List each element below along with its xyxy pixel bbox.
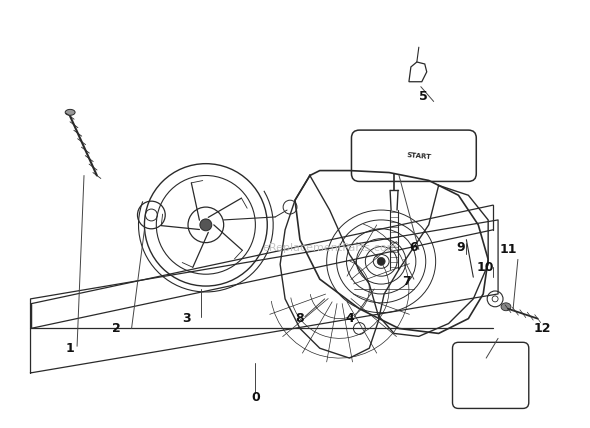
Ellipse shape — [65, 110, 75, 115]
Text: 10: 10 — [477, 261, 494, 274]
Circle shape — [200, 219, 212, 231]
Text: 11: 11 — [499, 243, 517, 256]
Text: 5: 5 — [419, 90, 428, 103]
Text: 12: 12 — [534, 322, 552, 335]
Text: 1: 1 — [65, 342, 74, 355]
Circle shape — [377, 257, 385, 265]
Text: eReplacementParts.com: eReplacementParts.com — [262, 243, 398, 253]
Text: 7: 7 — [402, 275, 411, 288]
Text: 6: 6 — [409, 241, 418, 254]
Text: 2: 2 — [112, 322, 121, 335]
Text: 0: 0 — [251, 391, 260, 404]
Text: START: START — [406, 152, 431, 160]
Ellipse shape — [501, 303, 511, 311]
Text: 9: 9 — [456, 241, 465, 254]
Text: 4: 4 — [345, 312, 354, 325]
Text: 8: 8 — [296, 312, 304, 325]
Text: 3: 3 — [182, 312, 191, 325]
